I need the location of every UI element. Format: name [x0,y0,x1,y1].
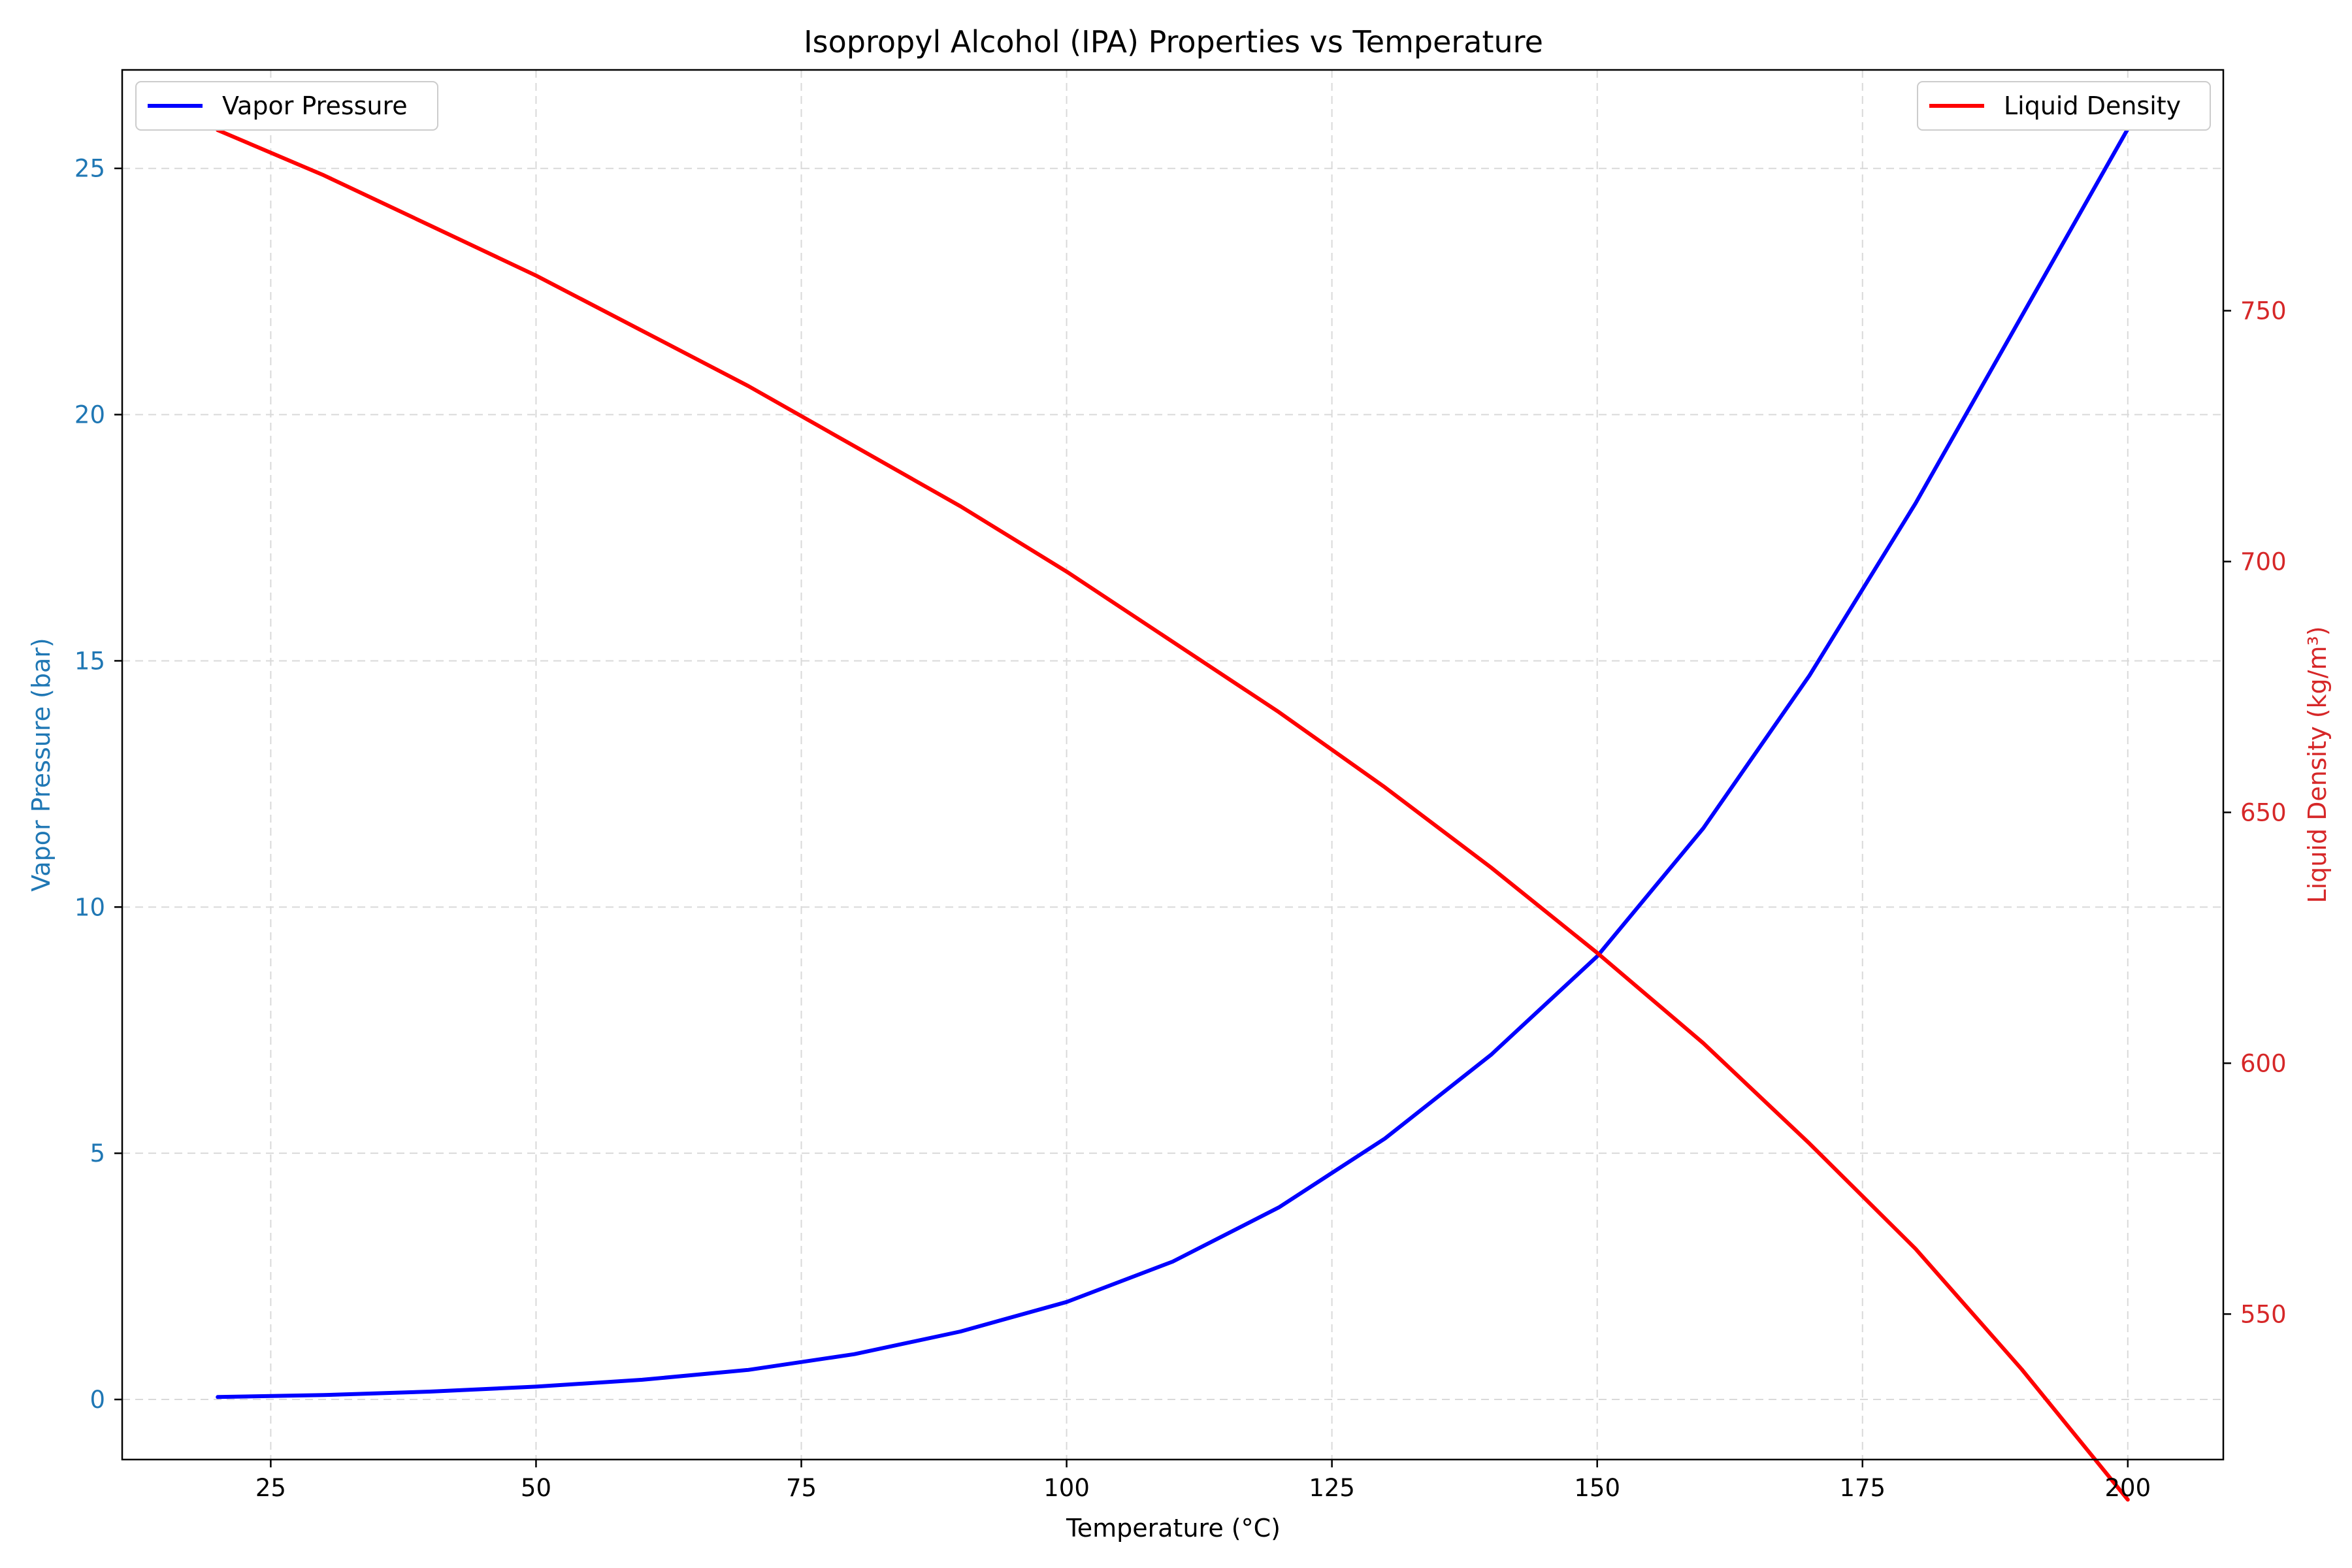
legend-density-box [1917,81,2211,131]
series-lines [216,127,2130,1502]
y2-tick-label-550: 550 [2240,1300,2287,1328]
y-tick-label-0: 0 [90,1386,105,1414]
legend-vapor-label: Vapor Pressure [222,91,408,120]
grid [122,70,2223,1460]
x-axis-label: Temperature (°C) [1066,1514,1281,1543]
x-tick-label-200: 200 [2105,1474,2151,1502]
legend-density-label: Liquid Density [2004,91,2181,120]
y2-axis-ticks: 550 600 650 700 750 [2223,297,2287,1328]
y-axis-ticks: 0 5 10 15 20 25 [74,155,122,1414]
y2-tick-label-700: 700 [2240,548,2287,576]
x-tick-label-150: 150 [1574,1474,1620,1502]
y2-tick-label-650: 650 [2240,798,2287,826]
x-tick-label-125: 125 [1309,1474,1355,1502]
y-tick-label-5: 5 [90,1139,105,1168]
chart-title: Isopropyl Alcohol (IPA) Properties vs Te… [804,24,1543,59]
legend-vapor: Vapor Pressure [135,81,438,131]
y2-axis-label: Liquid Density (kg/m³) [2303,626,2332,903]
y-axis-label: Vapor Pressure (bar) [27,638,56,891]
plot-frame [121,69,2225,1461]
x-axis-ticks: 25 50 75 100 125 150 175 200 [255,1460,2151,1502]
y-tick-label-20: 20 [74,401,105,429]
legend-density: Liquid Density [1917,81,2211,131]
x-tick-label-75: 75 [786,1474,817,1502]
y-tick-label-25: 25 [74,155,105,183]
y2-tick-label-600: 600 [2240,1049,2287,1077]
x-tick-label-100: 100 [1043,1474,1090,1502]
y-tick-label-15: 15 [74,647,105,675]
series-line-liquid-density [216,128,2130,1502]
y-tick-label-10: 10 [74,893,105,921]
x-tick-label-50: 50 [521,1474,551,1502]
series-line-vapor-pressure [216,127,2130,1399]
y2-tick-label-750: 750 [2240,297,2287,325]
x-tick-label-25: 25 [255,1474,286,1502]
legend-vapor-box [135,81,438,131]
x-tick-label-175: 175 [1839,1474,1886,1502]
